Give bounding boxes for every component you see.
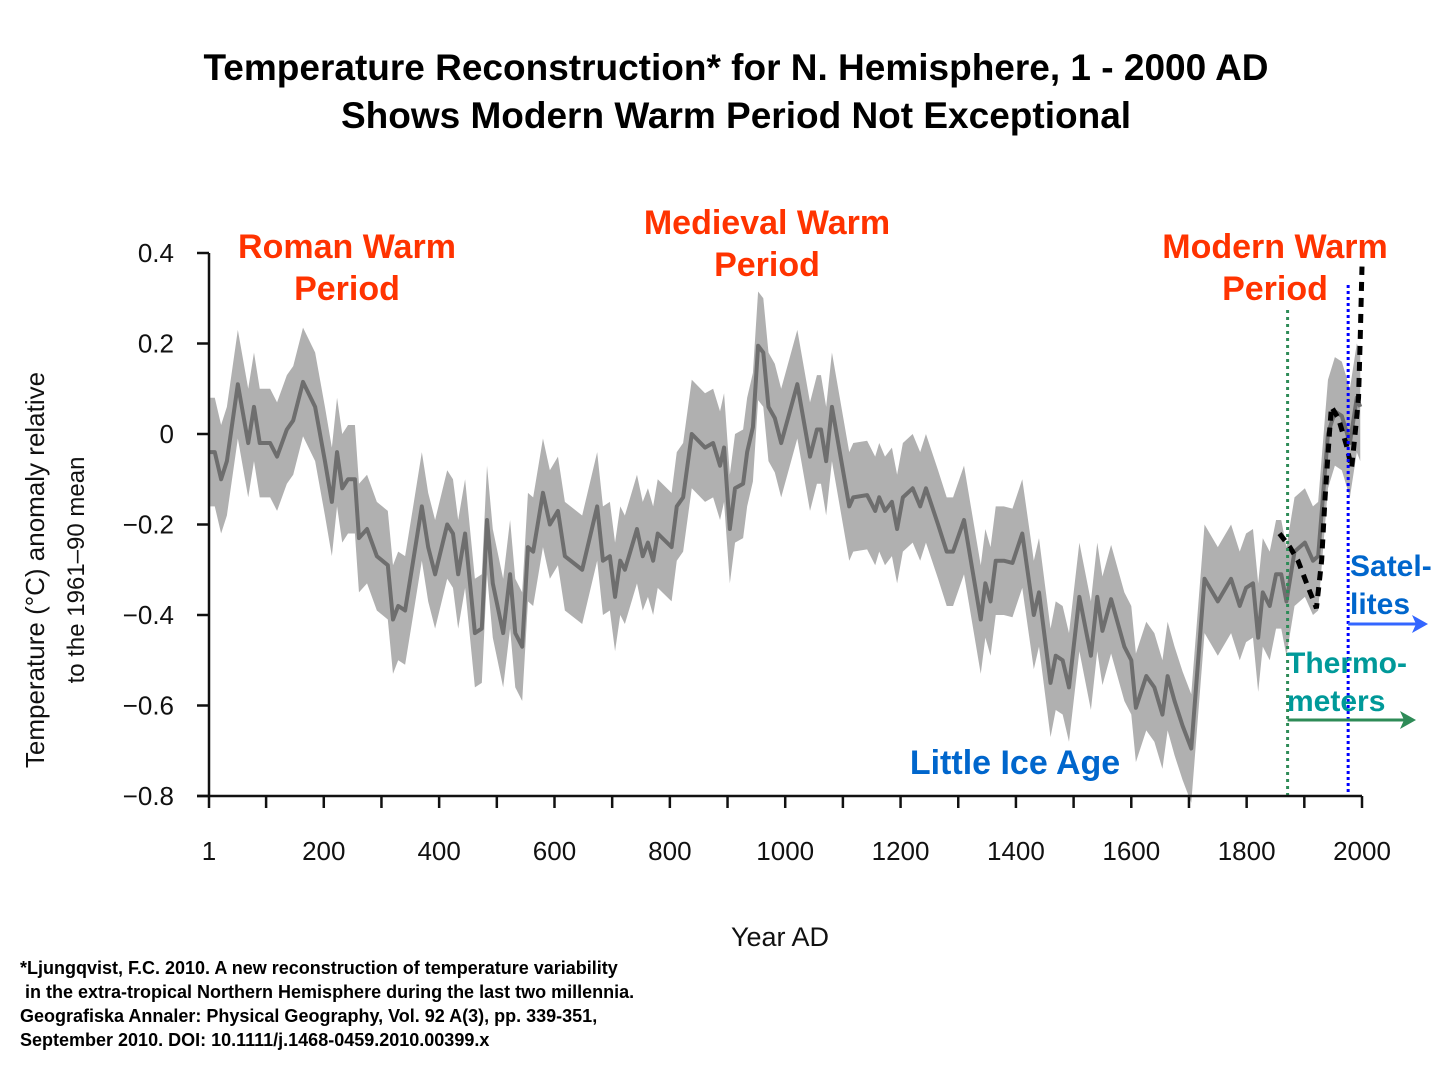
satellites-line2: lites — [1350, 588, 1411, 621]
uncertainty-band — [210, 291, 1361, 803]
y-axis-label-line1: Temperature (°C) anomaly relative — [20, 372, 50, 768]
y-tick-label: −0.6 — [123, 691, 174, 721]
chart-title-line2: Shows Modern Warm Period Not Exceptional — [340, 95, 1132, 136]
x-tick-label: 800 — [648, 836, 691, 866]
x-tick-label: 400 — [417, 836, 460, 866]
roman-warm-line2: Period — [294, 270, 400, 308]
x-axis-label: Year AD — [731, 922, 829, 952]
x-tick-label: 200 — [302, 836, 345, 866]
little-ice-age-label: Little Ice Age — [909, 744, 1121, 782]
x-tick-label: 1 — [202, 836, 216, 866]
satellites-line1: Satel- — [1350, 550, 1432, 583]
thermometers-line2: meters — [1287, 685, 1386, 718]
roman-warm-line1: Roman Warm — [238, 228, 456, 266]
y-tick-label: −0.8 — [123, 781, 174, 811]
y-tick-label: 0.2 — [138, 329, 174, 359]
x-tick-label: 1000 — [756, 836, 814, 866]
chart-title-line1: Temperature Reconstruction* for N. Hemis… — [203, 47, 1269, 88]
footnote-line3: Geografiska Annaler: Physical Geography,… — [20, 1006, 598, 1026]
x-tick-label: 1800 — [1218, 836, 1276, 866]
y-tick-label: 0 — [160, 419, 174, 449]
footnote-line4: September 2010. DOI: 10.1111/j.1468-0459… — [20, 1030, 490, 1050]
reconstruction-line — [210, 343, 1363, 751]
y-tick-label: −0.2 — [123, 510, 174, 540]
x-tick-label: 1200 — [872, 836, 930, 866]
medieval-warm-line1: Medieval Warm — [643, 204, 891, 242]
medieval-warm-line2: Period — [714, 246, 820, 284]
instrumental-line — [1277, 266, 1365, 610]
x-tick-label: 1600 — [1102, 836, 1160, 866]
medieval-warm-label: Medieval Warm Period — [627, 202, 907, 286]
thermometers-label: Thermo- meters — [1287, 645, 1407, 721]
modern-warm-label: Modern Warm Period — [1145, 226, 1405, 310]
x-tick-label: 600 — [533, 836, 576, 866]
footnote: *Ljungqvist, F.C. 2010. A new reconstruc… — [20, 956, 634, 1052]
satellites-label: Satel- lites — [1350, 548, 1432, 624]
thermometers-arrow-head-icon — [1400, 711, 1416, 729]
footnote-line1: *Ljungqvist, F.C. 2010. A new reconstruc… — [20, 958, 618, 978]
x-tick-label: 1400 — [987, 836, 1045, 866]
modern-warm-line2: Period — [1222, 270, 1328, 308]
y-tick-label: −0.4 — [123, 600, 174, 630]
y-axis-label-line2: to the 1961–90 mean — [63, 457, 90, 684]
x-tick-label: 2000 — [1333, 836, 1391, 866]
roman-warm-label: Roman Warm Period — [222, 226, 472, 310]
y-tick-label: 0.4 — [138, 238, 174, 268]
thermometers-line1: Thermo- — [1287, 647, 1407, 680]
modern-warm-line1: Modern Warm — [1162, 228, 1388, 266]
footnote-line2: in the extra-tropical Northern Hemispher… — [20, 982, 635, 1002]
satellites-arrow-head-icon — [1412, 615, 1428, 633]
